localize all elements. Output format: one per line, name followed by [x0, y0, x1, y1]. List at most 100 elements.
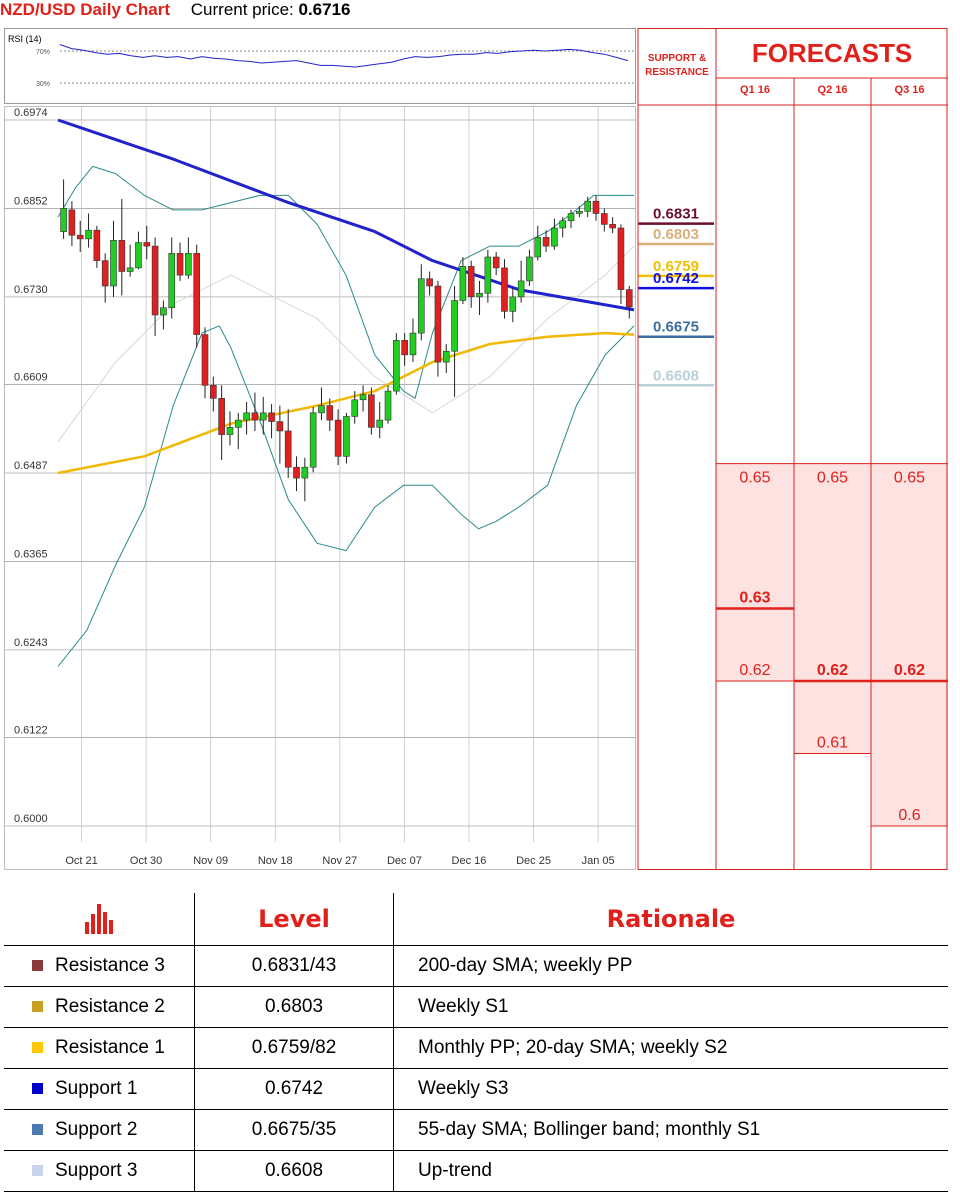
- candle-body: [393, 340, 400, 392]
- candle-body: [343, 416, 350, 457]
- forecast-low-label: 0.61: [817, 735, 848, 752]
- current-price-label: Current price:: [190, 0, 294, 19]
- candle-body: [501, 267, 508, 312]
- sr-level-value: 0.6803: [653, 226, 699, 243]
- forecast-range-box: [716, 463, 794, 682]
- candle-body: [442, 350, 450, 363]
- levels-table: Level Rationale Resistance 3 0.6831/43 200…: [4, 893, 948, 1192]
- candle-body: [143, 242, 151, 247]
- levels-row: Resistance 2 0.6803 Weekly S1: [4, 986, 948, 1028]
- current-price-value: 0.6716: [298, 0, 351, 19]
- level-value: 0.6831/43: [194, 945, 394, 987]
- candle-body: [417, 278, 425, 334]
- forecast-col-q2: Q2 16: [817, 84, 848, 96]
- level-value: 0.6742: [194, 1068, 394, 1110]
- candle-body: [210, 384, 217, 399]
- candle-body: [201, 334, 209, 386]
- forecast-high-label: 0.65: [739, 470, 770, 487]
- candle-body: [534, 237, 542, 258]
- level-color-swatch: [32, 960, 43, 972]
- candle-body: [326, 405, 334, 421]
- y-tick-label: 0.6974: [14, 107, 48, 119]
- rsi-line: [59, 44, 629, 68]
- level-rationale: Up-trend: [393, 1150, 948, 1192]
- candle-body: [151, 245, 159, 316]
- levels-header-level: Level: [194, 893, 394, 946]
- forecast-mid-label: 0.63: [739, 590, 770, 607]
- candle-body: [368, 394, 375, 428]
- candle-body: [567, 213, 575, 222]
- y-tick-label: 0.6000: [14, 813, 48, 825]
- candle-body: [193, 253, 200, 335]
- level-rationale: 55-day SMA; Bollinger band; monthly S1: [393, 1109, 948, 1151]
- levels-row: Support 1 0.6742 Weekly S3: [4, 1068, 948, 1110]
- candle-body: [517, 280, 525, 298]
- level-value: 0.6803: [194, 986, 394, 1028]
- rsi-panel: RSI (14) 70% 30%: [4, 28, 636, 104]
- y-tick-label: 0.6730: [14, 284, 48, 296]
- sma-55-line: [57, 331, 635, 475]
- candle-body: [309, 412, 317, 468]
- price-chart: 0.6974 0.6852 0.6730 0.6609 0.6487 0.6365 0.62…: [4, 106, 636, 870]
- candle-body: [509, 296, 517, 312]
- forecasts-title: FORECASTS: [751, 38, 913, 68]
- level-name-cell: Resistance 2: [4, 986, 195, 1028]
- candle-body: [276, 421, 284, 432]
- candle-body: [625, 289, 633, 308]
- level-name: Support 3: [55, 1160, 138, 1181]
- candle-body: [243, 412, 250, 421]
- candle-body: [592, 200, 600, 214]
- rsi-70-label: 70%: [36, 49, 50, 56]
- level-name: Resistance 1: [55, 1037, 165, 1058]
- x-tick-label: Dec 16: [452, 855, 487, 867]
- bar-chart-icon: [85, 904, 113, 934]
- candle-body: [76, 234, 84, 240]
- candle-body: [110, 240, 117, 287]
- candle-body: [384, 390, 392, 421]
- level-name: Resistance 3: [55, 955, 165, 976]
- level-color-swatch: [32, 1165, 43, 1177]
- level-rationale: Monthly PP; 20-day SMA; weekly S2: [393, 1027, 948, 1069]
- sr-level-value: 0.6759: [653, 258, 699, 275]
- candle-body: [101, 260, 109, 287]
- bollinger-lower-line: [57, 325, 635, 667]
- y-tick-label: 0.6365: [14, 548, 48, 560]
- chart-title: NZD/USD Daily Chart Current price: 0.671…: [0, 0, 960, 20]
- level-color-swatch: [32, 1083, 43, 1095]
- candle-body: [334, 419, 342, 457]
- candle-body: [301, 466, 309, 479]
- candle-body: [609, 224, 616, 229]
- candle-body: [259, 412, 267, 421]
- level-name-cell: Resistance 3: [4, 945, 195, 987]
- forecast-range-box: [871, 463, 948, 826]
- candle-body: [576, 211, 583, 214]
- levels-row: Resistance 1 0.6759/82 Monthly PP; 20-day …: [4, 1027, 948, 1069]
- candle-body: [617, 227, 625, 290]
- forecast-mid-label: 0.62: [894, 662, 925, 679]
- candle-body: [492, 256, 500, 269]
- level-rationale: Weekly S1: [393, 986, 948, 1028]
- x-tick-label: Nov 27: [322, 855, 357, 867]
- candle-body: [318, 405, 325, 414]
- sr-level-value: 0.6742: [653, 270, 699, 287]
- candle-body: [559, 220, 567, 229]
- candle-body: [526, 256, 533, 282]
- levels-header-row: Level Rationale: [4, 893, 948, 946]
- level-name-cell: Resistance 1: [4, 1027, 195, 1069]
- x-tick-label: Jan 05: [582, 855, 615, 867]
- sr-level-value: 0.6831: [653, 206, 699, 223]
- levels-header-icon: [4, 893, 195, 946]
- sr-level-value: 0.6608: [653, 367, 699, 384]
- candle-body: [401, 340, 408, 356]
- candle-body: [160, 307, 167, 316]
- rsi-label: RSI (14): [8, 34, 42, 44]
- candle-body: [601, 213, 608, 225]
- forecast-range-box: [794, 463, 871, 754]
- forecast-col-q3: Q3 16: [894, 84, 925, 96]
- candle-body: [135, 242, 142, 269]
- x-tick-label: Nov 18: [258, 855, 293, 867]
- forecast-high-label: 0.65: [894, 470, 925, 487]
- level-name-cell: Support 3: [4, 1150, 195, 1192]
- forecast-high-label: 0.65: [817, 470, 848, 487]
